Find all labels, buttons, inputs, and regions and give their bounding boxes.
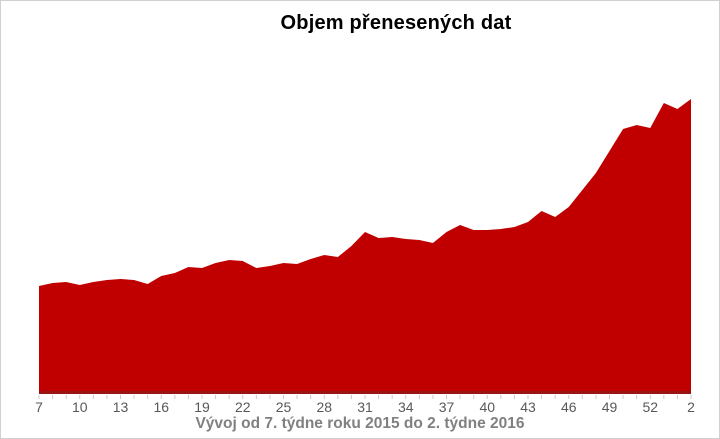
chart-title: Objem přenesených dat [280, 12, 512, 34]
area-series [39, 99, 691, 391]
x-axis-line [39, 391, 691, 394]
chart-subtitle: Vývoj od 7. týdne roku 2015 do 2. týdne … [195, 415, 525, 432]
x-axis-ticks [38, 395, 692, 399]
